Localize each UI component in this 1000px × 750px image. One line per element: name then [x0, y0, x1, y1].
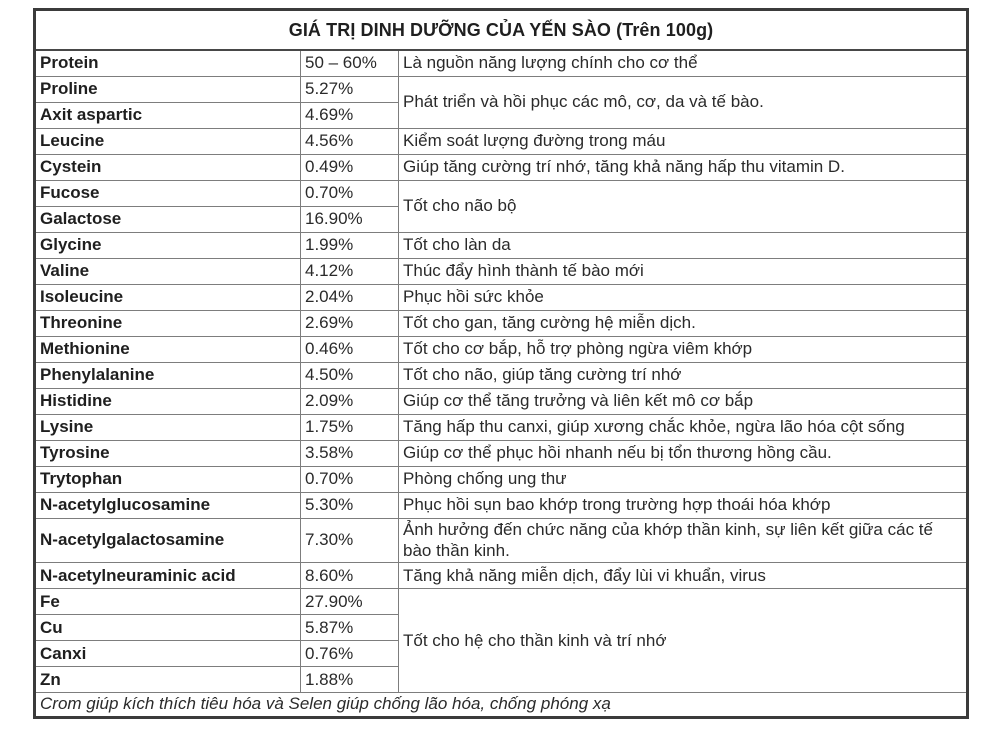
table-row: Proline 5.27% Phát triển và hồi phục các m… — [34, 76, 968, 129]
table-row: Fucose 0.70% Tốt cho não bộ — [34, 180, 968, 233]
nutrient-percent-cell: 5.87% — [300, 614, 399, 642]
table-row: Phenylalanine 4.50% Tốt cho não, giúp tăng… — [34, 362, 968, 389]
nutrient-name-cell: Threonine — [34, 310, 301, 337]
table-row: Protein 50 – 60% Là nguồn năng lượng chính… — [34, 49, 968, 77]
nutrient-name-cell: Zn — [34, 666, 301, 694]
nutrient-name-cell: Galactose — [34, 206, 301, 233]
nutrient-percent-cell: 27.90% — [300, 588, 399, 616]
nutrient-name-cell: Proline — [34, 76, 301, 103]
nutrient-benefit-cell: Phục hồi sụn bao khớp trong trường hợp t… — [398, 492, 968, 519]
nutrient-benefit-cell: Tốt cho não, giúp tăng cường trí nhớ — [398, 362, 968, 389]
nutrient-percent-cell: 0.70% — [300, 180, 399, 207]
nutrient-percent-cell: 1.88% — [300, 666, 399, 694]
nutrient-benefit-cell: Phòng chống ung thư — [398, 466, 968, 493]
nutrient-name-cell: Phenylalanine — [34, 362, 301, 389]
table-row: Leucine 4.56% Kiểm soát lượng đường trong … — [34, 128, 968, 155]
nutrient-percent-cell: 5.30% — [300, 492, 399, 519]
table-title: GIÁ TRỊ DINH DƯỠNG CỦA YẾN SÀO (Trên 100… — [34, 9, 968, 51]
footnote-row: Crom giúp kích thích tiêu hóa và Selen g… — [34, 692, 968, 719]
nutrient-name-cell: Trytophan — [34, 466, 301, 493]
nutrient-name-cell: Cu — [34, 614, 301, 642]
table-row: Canxi 0.76% — [34, 640, 968, 668]
nutrient-name-cell: Glycine — [34, 232, 301, 259]
nutrient-name-cell: Methionine — [34, 336, 301, 363]
nutrient-percent-cell: 16.90% — [300, 206, 399, 233]
table-row: Glycine 1.99% Tốt cho làn da — [34, 232, 968, 259]
nutrient-name-cell: Canxi — [34, 640, 301, 668]
nutrient-percent-cell: 5.27% — [300, 76, 399, 103]
table-row: Trytophan 0.70% Phòng chống ung thư — [34, 466, 968, 493]
nutrient-percent-cell: 0.76% — [300, 640, 399, 668]
nutrient-name-cell: Leucine — [34, 128, 301, 155]
table-row: N-acetylglucosamine 5.30% Phục hồi sụn bao… — [34, 492, 968, 519]
table-row: Fe 27.90% Tốt cho hệ cho thần kinh và trí … — [34, 588, 968, 694]
nutrient-name-cell: N-acetylglucosamine — [34, 492, 301, 519]
nutrient-percent-cell: 4.50% — [300, 362, 399, 389]
nutrient-name-cell: Tyrosine — [34, 440, 301, 467]
nutrient-name-cell: Fe — [34, 588, 301, 616]
title-row: GIÁ TRỊ DINH DƯỠNG CỦA YẾN SÀO (Trên 100… — [34, 9, 968, 51]
nutrient-benefit-cell: Ảnh hưởng đến chức năng của khớp thần ki… — [398, 517, 968, 564]
nutrient-name-cell: Valine — [34, 258, 301, 285]
nutrient-name-cell: Axit aspartic — [34, 102, 301, 129]
nutrient-name-cell: Protein — [34, 49, 301, 77]
nutrient-name-cell: Histidine — [34, 388, 301, 415]
nutrient-percent-cell: 1.99% — [300, 232, 399, 259]
nutrient-benefit-cell: Giúp tăng cường trí nhớ, tăng khả năng h… — [398, 154, 968, 181]
nutrient-benefit-cell: Kiểm soát lượng đường trong máu — [398, 128, 968, 155]
table-row: Threonine 2.69% Tốt cho gan, tăng cường hệ… — [34, 310, 968, 337]
nutrient-benefit-cell: Tốt cho hệ cho thần kinh và trí nhớ — [398, 588, 968, 694]
table-row: N-acetylneuraminic acid 8.60% Tăng khả năn… — [34, 562, 968, 590]
table-row: Lysine 1.75% Tăng hấp thu canxi, giúp xươn… — [34, 414, 968, 441]
nutrient-name-cell: Cystein — [34, 154, 301, 181]
table-row: Tyrosine 3.58% Giúp cơ thể phục hồi nhanh … — [34, 440, 968, 467]
nutrient-percent-cell: 0.49% — [300, 154, 399, 181]
table-row: N-acetylgalactosamine 7.30% Ảnh hưởng đến … — [34, 517, 968, 564]
nutrient-benefit-cell: Tốt cho não bộ — [398, 180, 968, 233]
table-row: Cystein 0.49% Giúp tăng cường trí nhớ, tăn… — [34, 154, 968, 181]
nutrient-benefit-cell: Tốt cho gan, tăng cường hệ miễn dịch. — [398, 310, 968, 337]
table-row: Cu 5.87% — [34, 614, 968, 642]
nutrient-percent-cell: 0.46% — [300, 336, 399, 363]
nutrient-percent-cell: 7.30% — [300, 517, 399, 564]
nutrient-percent-cell: 4.56% — [300, 128, 399, 155]
table-row: Histidine 2.09% Giúp cơ thể tăng trưởng và… — [34, 388, 968, 415]
table-row: Methionine 0.46% Tốt cho cơ bắp, hỗ trợ ph… — [34, 336, 968, 363]
nutrient-benefit-cell: Tốt cho làn da — [398, 232, 968, 259]
nutrient-percent-cell: 3.58% — [300, 440, 399, 467]
nutrient-percent-cell: 2.09% — [300, 388, 399, 415]
nutrient-benefit-cell: Là nguồn năng lượng chính cho cơ thể — [398, 49, 968, 77]
nutrient-name-cell: Isoleucine — [34, 284, 301, 311]
nutrient-percent-cell: 1.75% — [300, 414, 399, 441]
nutrient-benefit-cell: Phát triển và hồi phục các mô, cơ, da và… — [398, 76, 968, 129]
nutrient-percent-cell: 0.70% — [300, 466, 399, 493]
nutrient-benefit-cell: Tăng khả năng miễn dịch, đẩy lùi vi khuẩ… — [398, 562, 968, 590]
nutrient-percent-cell: 2.69% — [300, 310, 399, 337]
nutrient-percent-cell: 2.04% — [300, 284, 399, 311]
nutrient-percent-cell: 4.12% — [300, 258, 399, 285]
nutrient-benefit-cell: Thúc đẩy hình thành tế bào mới — [398, 258, 968, 285]
nutrient-name-cell: N-acetylneuraminic acid — [34, 562, 301, 590]
table-body: Protein 50 – 60% Là nguồn năng lượng chính… — [34, 49, 968, 694]
table-row: Valine 4.12% Thúc đẩy hình thành tế bào mớ… — [34, 258, 968, 285]
nutrient-name-cell: Fucose — [34, 180, 301, 207]
nutrient-percent-cell: 8.60% — [300, 562, 399, 590]
nutrient-percent-cell: 50 – 60% — [300, 49, 399, 77]
nutrient-benefit-cell: Giúp cơ thể phục hồi nhanh nếu bị tổn th… — [398, 440, 968, 467]
nutrient-benefit-cell: Giúp cơ thể tăng trưởng và liên kết mô c… — [398, 388, 968, 415]
nutrient-name-cell: Lysine — [34, 414, 301, 441]
nutrient-percent-cell: 4.69% — [300, 102, 399, 129]
table-footnote: Crom giúp kích thích tiêu hóa và Selen g… — [34, 692, 968, 719]
nutrition-table: GIÁ TRỊ DINH DƯỠNG CỦA YẾN SÀO (Trên 100… — [33, 8, 969, 720]
table-row: Axit aspartic 4.69% — [34, 102, 968, 129]
nutrient-benefit-cell: Phục hồi sức khỏe — [398, 284, 968, 311]
table-row: Zn 1.88% — [34, 666, 968, 694]
nutrient-name-cell: N-acetylgalactosamine — [34, 517, 301, 564]
table-row: Isoleucine 2.04% Phục hồi sức khỏe — [34, 284, 968, 311]
nutrient-benefit-cell: Tốt cho cơ bắp, hỗ trợ phòng ngừa viêm k… — [398, 336, 968, 363]
nutrient-benefit-cell: Tăng hấp thu canxi, giúp xương chắc khỏe… — [398, 414, 968, 441]
